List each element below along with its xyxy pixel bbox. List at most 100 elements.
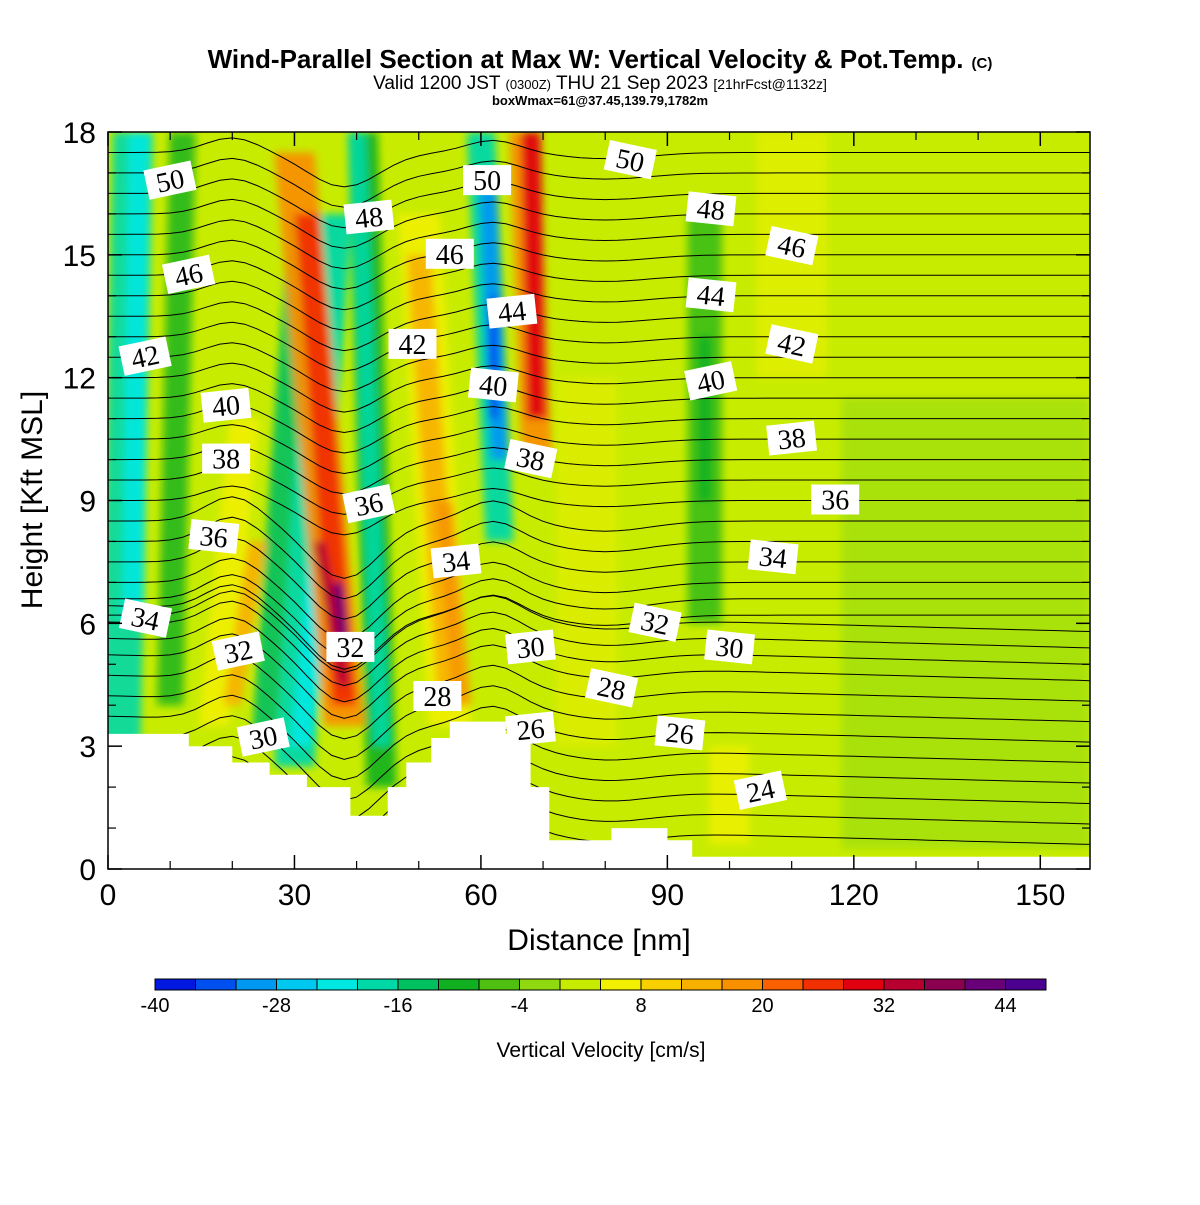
- isentrope: [108, 584, 1090, 670]
- isentrope: [108, 557, 1090, 641]
- colorbar-tick-label: -4: [511, 995, 529, 1017]
- isentrope-label-text: 44: [695, 279, 726, 313]
- isentrope-label: 50: [463, 165, 512, 197]
- colorbar-frame: [154, 978, 1047, 991]
- isentrope-label-text: 42: [399, 330, 427, 361]
- isentrope-label-text: 42: [775, 327, 809, 363]
- isentrope-label-box: [685, 191, 737, 227]
- colorbar: -40 -28 -16 -4 8 20 32 44: [141, 978, 1047, 1017]
- isentrope-label-box: [733, 770, 787, 810]
- isentrope-label-box: [342, 483, 396, 524]
- isentrope-label-text: 28: [423, 682, 451, 713]
- colorbar-swatch: [1005, 979, 1047, 990]
- colorbar-tick-label: 20: [751, 995, 773, 1017]
- isentrope: [108, 157, 1090, 208]
- isentrope-label-text: 34: [757, 541, 788, 575]
- isentrope-label-text: 30: [515, 632, 546, 666]
- isentrope: [108, 424, 1090, 475]
- isentrope-label-text: 32: [222, 634, 256, 670]
- colorbar-swatch: [803, 979, 844, 990]
- velocity-band: [556, 377, 617, 747]
- isentrope-label-text: 40: [211, 390, 242, 424]
- colorbar-swatch: [155, 979, 196, 990]
- isentrope: [108, 537, 1090, 620]
- y-tick-label: 18: [63, 117, 96, 150]
- valid-time-line: Valid 1200 JST (0300Z) THU 21 Sep 2023 […: [373, 73, 827, 94]
- isentrope: [108, 516, 1090, 600]
- x-tick-label: 150: [1015, 879, 1065, 912]
- isentrope-label: 34: [118, 598, 173, 638]
- isentrope-label: 32: [628, 602, 682, 642]
- isentrope: [108, 694, 1090, 781]
- isentrope-label: 38: [504, 438, 558, 479]
- colorbar-tick-label: -28: [262, 995, 291, 1017]
- isentrope-label-text: 48: [695, 193, 726, 227]
- isentrope-label-box: [161, 254, 216, 294]
- isentrope-label-text: 38: [514, 442, 548, 478]
- isentrope-label-box: [505, 711, 556, 747]
- isentrope-label-text: 32: [336, 633, 364, 664]
- isentrope-label-text: 36: [821, 486, 849, 517]
- isentrope-label: 46: [765, 225, 819, 266]
- isentrope-label: 50: [143, 160, 197, 200]
- isentrope: [108, 403, 1090, 454]
- isentrope: [108, 735, 1090, 822]
- velocity-band: [709, 746, 750, 845]
- colorbar-swatch: [560, 979, 601, 990]
- isentrope: [108, 383, 1090, 434]
- chart-title: Wind-Parallel Section at Max W: Vertical…: [208, 44, 993, 74]
- isentrope-label: 42: [765, 324, 819, 364]
- y-tick-label: 12: [63, 363, 96, 396]
- isentrope-label-text: 32: [638, 606, 672, 642]
- plot-area: [108, 132, 1090, 869]
- isentrope-label-box: [766, 420, 818, 456]
- y-tick-label: 9: [79, 486, 96, 519]
- isentrope-label: 26: [505, 711, 556, 747]
- y-tick-label: 15: [63, 240, 96, 273]
- isentrope-label-box: [118, 598, 173, 638]
- isentrope-label-text: 48: [354, 202, 385, 236]
- y-tick-label: 3: [79, 731, 96, 764]
- velocity-band: [347, 132, 391, 747]
- isentrope-label-text: 42: [128, 340, 162, 376]
- isentrope: [108, 137, 1090, 188]
- isentrope-label: 50: [603, 140, 657, 180]
- isentrope-label: 26: [654, 715, 706, 751]
- isentrope: [108, 496, 1090, 579]
- colorbar-tick-label: 32: [873, 995, 895, 1017]
- x-tick-label: 120: [829, 879, 879, 912]
- isentrope: [108, 219, 1090, 270]
- isentrope-label: 38: [202, 443, 251, 476]
- velocity-band: [841, 398, 1090, 849]
- isentrope-label: 40: [200, 387, 252, 424]
- isentrope-label-text: 24: [744, 774, 778, 810]
- colorbar-swatch: [519, 979, 561, 990]
- isentrope-label: 46: [161, 254, 216, 294]
- isentrope: [108, 444, 1090, 495]
- colorbar-tick-label: 8: [635, 995, 646, 1017]
- isentrope-label-box: [200, 387, 252, 423]
- isentrope-label: 48: [343, 199, 395, 236]
- colorbar-swatch: [398, 979, 439, 990]
- terrain-mask: [108, 721, 1090, 869]
- isentrope: [108, 574, 1090, 657]
- colorbar-swatch: [762, 979, 804, 990]
- colorbar-swatch: [681, 979, 723, 990]
- isentrope-label-box: [603, 140, 657, 180]
- isentrope: [108, 674, 1090, 760]
- isentrope-label: 32: [211, 631, 265, 671]
- colorbar-swatch: [236, 979, 277, 990]
- isentrope: [108, 600, 1090, 687]
- isentrope-label-box: [211, 631, 265, 671]
- colorbar-swatch: [722, 979, 763, 990]
- isentrope: [108, 239, 1090, 290]
- colorbar-swatch: [924, 979, 966, 990]
- colorbar-swatch: [317, 979, 358, 990]
- isentrope-label-text: 44: [497, 296, 528, 330]
- isentrope-label-text: 46: [775, 229, 809, 265]
- isentrope-label-text: 50: [613, 143, 647, 179]
- isentrope-label-box: [505, 629, 556, 665]
- colorbar-swatch: [357, 979, 399, 990]
- colorbar-swatch: [438, 979, 480, 990]
- isentrope-label-box: [467, 367, 519, 403]
